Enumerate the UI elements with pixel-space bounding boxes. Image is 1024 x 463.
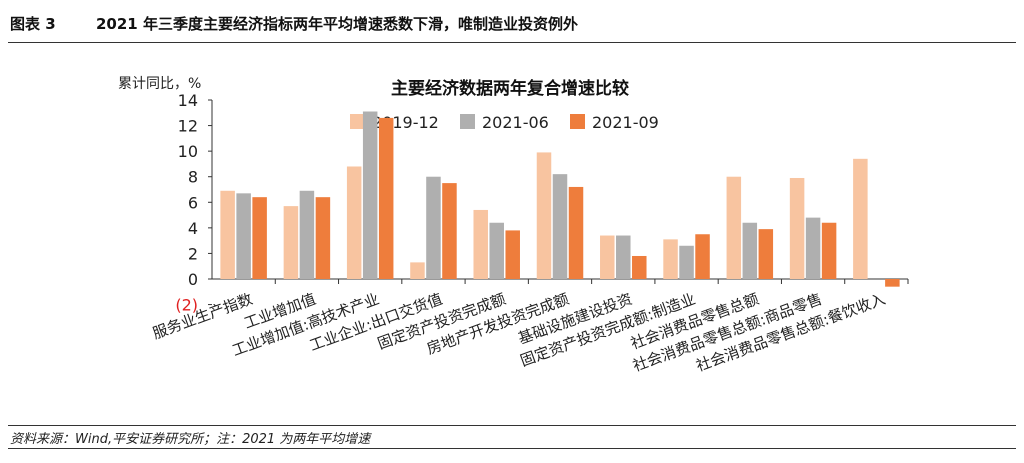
legend-swatch-2019-12: [350, 114, 365, 129]
bar-2021-06-2: [299, 190, 315, 279]
y-axis-label: 累计同比，%: [118, 76, 201, 92]
y-tick-label: 8: [188, 168, 198, 187]
bar-2021-09-11: [885, 279, 900, 287]
footer-rule: [8, 448, 1016, 449]
bar-2021-06-5: [489, 222, 504, 279]
y-tick-label: 12: [178, 117, 198, 136]
bar-2019-12-10: [789, 177, 805, 279]
plot-area: (2)02468101214服务业生产指数工业增加值工业增加值:高技术产业工业企…: [150, 91, 909, 375]
bar-2021-09-3: [378, 117, 394, 280]
bar-2021-06-1: [236, 193, 251, 279]
header-rule: [8, 42, 1016, 43]
bar-2021-09-1: [252, 197, 267, 279]
source-note: 资料来源：Wind,平安证券研究所；注：2021 为两年平均增速: [10, 432, 371, 447]
bar-2019-12-1: [220, 190, 235, 279]
bar-2021-09-7: [632, 255, 647, 279]
bar-2019-12-6: [536, 152, 552, 279]
source-rule: [8, 425, 1016, 426]
y-tick-label: 0: [188, 270, 198, 289]
bar-2019-12-7: [600, 235, 615, 279]
bar-2019-12-5: [473, 209, 488, 279]
y-tick-label: 4: [188, 219, 198, 238]
bar-2021-06-8: [679, 245, 694, 279]
y-tick-label: (2): [175, 296, 198, 315]
y-tick-label: 14: [178, 91, 198, 110]
figure-header: 图表 3 2021 年三季度主要经济指标两年平均增速悉数下滑，唯制造业投资例外: [0, 0, 1024, 44]
legend-label: 2021-09: [592, 113, 659, 132]
figure-label: 图表 3: [10, 15, 56, 33]
y-tick-label: 10: [178, 142, 198, 161]
bar-2019-12-8: [663, 239, 678, 279]
legend-label: 2021-06: [482, 113, 549, 132]
bar-2021-06-10: [805, 217, 821, 279]
bar-2021-06-7: [616, 235, 631, 279]
figure-caption: 2021 年三季度主要经济指标两年平均增速悉数下滑，唯制造业投资例外: [96, 15, 578, 33]
bar-2021-06-3: [362, 111, 378, 279]
bar-2021-09-10: [821, 222, 837, 279]
bar-chart: 主要经济数据两年复合增速比较 累计同比，% 2019-12 2021-06 2021…: [118, 76, 909, 375]
y-tick-label: 6: [188, 193, 198, 212]
bar-2021-06-6: [552, 174, 568, 279]
bar-2021-09-6: [568, 186, 584, 279]
legend-swatch-2021-06: [460, 114, 475, 129]
bar-2021-06-9: [742, 222, 758, 279]
bar-2021-09-5: [505, 230, 520, 279]
chart-title: 主要经济数据两年复合增速比较: [391, 78, 629, 99]
bar-2019-12-4: [410, 262, 425, 279]
chart-legend: 2019-12 2021-06 2021-09: [350, 113, 659, 132]
bar-2021-06-4: [426, 176, 441, 279]
x-tick-label: 服务业生产指数: [150, 290, 255, 343]
bar-2019-12-9: [726, 176, 742, 279]
legend-swatch-2021-09: [570, 114, 585, 129]
bar-2019-12-2: [283, 206, 299, 279]
bar-2019-12-3: [346, 166, 362, 279]
y-tick-label: 2: [188, 244, 198, 263]
bar-2019-12-11: [853, 158, 868, 279]
bar-2021-09-9: [758, 229, 774, 279]
bar-2021-09-8: [695, 234, 710, 279]
bar-2021-09-2: [315, 197, 331, 279]
bar-2021-09-4: [442, 183, 457, 279]
